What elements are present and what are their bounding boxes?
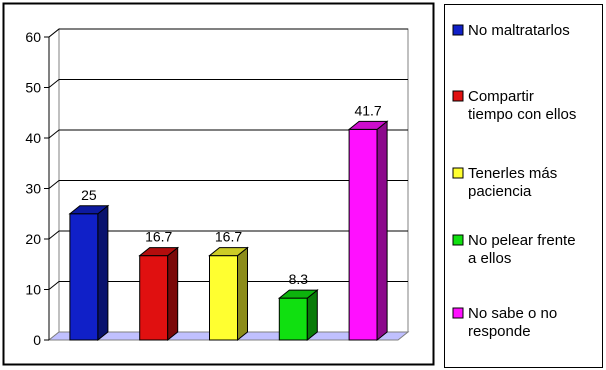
- bar: [68, 204, 110, 342]
- gridline: [48, 230, 408, 240]
- gridline: [48, 129, 408, 139]
- bar-top: [68, 205, 110, 215]
- bar-top: [138, 247, 180, 257]
- legend-label: No sabe o no: [468, 305, 557, 322]
- gridline: [48, 281, 408, 290]
- bar: [347, 120, 389, 342]
- bar-top: [347, 120, 389, 130]
- bar-side: [306, 289, 318, 342]
- bar: [208, 246, 249, 342]
- blue-legend-square-icon: [452, 24, 464, 36]
- magenta-legend-square-icon: [452, 307, 464, 319]
- legend-entry: No maltratarlos: [452, 22, 570, 39]
- gridline: [48, 180, 408, 189]
- legend-label: No pelear frente: [468, 232, 576, 249]
- value-labels: 25 16.7 16.7 8.3 41.7: [81, 102, 382, 287]
- y-tick-label: 0: [33, 332, 41, 348]
- legend-label: responde: [468, 323, 531, 340]
- y-tick-label: 20: [25, 231, 41, 247]
- gridline: [48, 79, 408, 88]
- legend-label: paciencia: [468, 183, 532, 200]
- y-axis: 0 10 20 30 40 50 60: [25, 29, 50, 348]
- bar-side: [167, 246, 179, 342]
- bar-front: [278, 297, 308, 341]
- y-tick-label: 50: [25, 80, 41, 96]
- yellow-legend-square-icon: [452, 167, 464, 179]
- y-tick-label: 30: [25, 181, 41, 197]
- bar-value-label: 16.7: [145, 229, 172, 245]
- bar-top: [277, 289, 319, 299]
- y-tick-label: 10: [25, 282, 41, 298]
- legend-label: Tenerles más: [468, 165, 557, 182]
- bar-value-label: 16.7: [215, 229, 242, 245]
- gridline: [48, 28, 408, 38]
- bar-top: [208, 247, 249, 257]
- bar-value-label: 25: [81, 187, 97, 203]
- bar: [138, 246, 180, 342]
- legend-label: Compartir: [468, 88, 534, 105]
- gridlines: [48, 28, 408, 290]
- legend-frame: [444, 4, 603, 368]
- bar: [277, 289, 319, 342]
- bar-front: [139, 255, 169, 341]
- y-tick-label: 60: [25, 29, 41, 45]
- red-legend-square-icon: [452, 90, 464, 102]
- bar-front: [348, 128, 378, 341]
- y-tick-label: 40: [25, 130, 41, 146]
- bar-value-label: 41.7: [354, 102, 381, 118]
- bar-side: [376, 120, 388, 342]
- bar-side: [237, 246, 248, 342]
- bar-front: [209, 255, 238, 341]
- legend-label: tiempo con ellos: [468, 106, 576, 123]
- legend-label: a ellos: [468, 250, 511, 267]
- bar-value-label: 8.3: [289, 271, 309, 287]
- bar-side: [97, 204, 109, 342]
- green-legend-square-icon: [452, 234, 464, 246]
- bar-front: [69, 213, 99, 341]
- bars: [68, 120, 389, 342]
- legend-label: No maltratarlos: [468, 22, 570, 39]
